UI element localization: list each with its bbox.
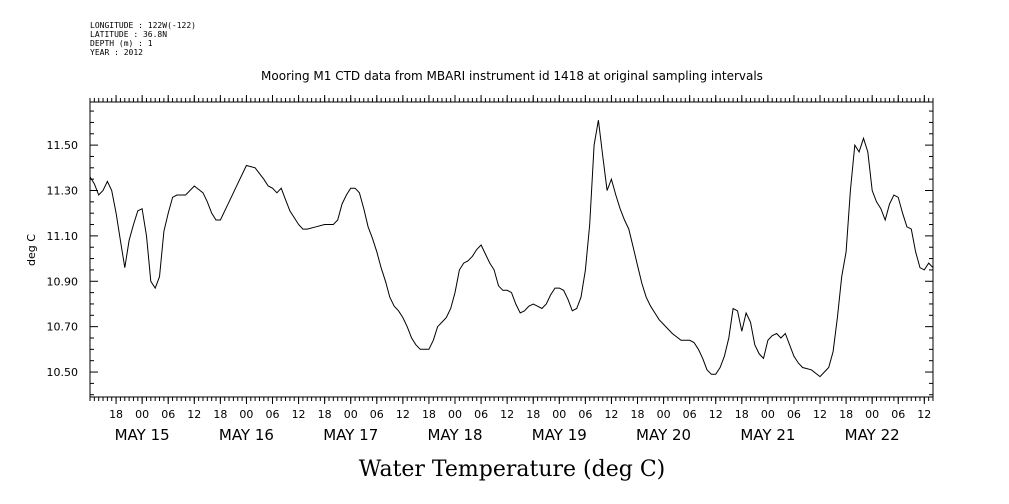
x-tick-label: 06 (683, 408, 697, 421)
day-label: MAY 22 (845, 426, 900, 444)
x-tick-label: 06 (370, 408, 384, 421)
x-tick-label: 00 (761, 408, 775, 421)
y-tick-label: 10.70 (47, 321, 79, 334)
x-tick-label: 00 (552, 408, 566, 421)
x-tick-label: 06 (474, 408, 488, 421)
x-tick-label: 12 (500, 408, 514, 421)
x-tick-label: 12 (709, 408, 723, 421)
x-tick-label: 06 (787, 408, 801, 421)
minor-ticks (89, 98, 934, 401)
longitude-label: LONGITUDE : 122W(-122) (90, 21, 196, 30)
y-tick-label: 11.50 (47, 139, 79, 152)
x-tick-label: 18 (109, 408, 123, 421)
year-label: YEAR : 2012 (90, 48, 143, 57)
x-tick-label: 12 (813, 408, 827, 421)
y-axis-label: deg C (25, 234, 38, 266)
temperature-series-line (89, 120, 934, 378)
day-label: MAY 15 (115, 426, 170, 444)
x-tick-label: 00 (448, 408, 462, 421)
x-tick-label: 18 (631, 408, 645, 421)
x-tick-label: 06 (578, 408, 592, 421)
x-axis-label: Water Temperature (deg C) (359, 457, 666, 482)
series-layer (89, 120, 934, 378)
x-tick-label: 18 (526, 408, 540, 421)
day-label: MAY 17 (323, 426, 378, 444)
x-tick-label: 12 (604, 408, 618, 421)
x-tick-label: 00 (239, 408, 253, 421)
y-tick-label: 11.10 (47, 230, 79, 243)
chart-title: Mooring M1 CTD data from MBARI instrumen… (261, 69, 763, 83)
x-tick-label: 12 (292, 408, 306, 421)
x-tick-label: 12 (396, 408, 410, 421)
y-tick-label: 10.90 (47, 275, 79, 288)
x-tick-label: 00 (865, 408, 879, 421)
x-axis: 18 00 06 12 18 00 06 12 18 00 06 12 18 00 06 12 18 00 06 12… (109, 95, 931, 444)
y-axis: 10.50 10.70 10.90 11.10 11.30 11.50 (47, 110, 933, 396)
x-tick-label: 18 (839, 408, 853, 421)
latitude-label: LATITUDE : 36.8N (90, 30, 168, 39)
x-tick-label: 18 (422, 408, 436, 421)
day-label: MAY 18 (427, 426, 482, 444)
metadata-block: LONGITUDE : 122W(-122) LATITUDE : 36.8N … (90, 21, 196, 57)
day-label: MAY 19 (532, 426, 587, 444)
x-tick-label: 06 (891, 408, 905, 421)
day-label: MAY 20 (636, 426, 691, 444)
x-tick-label: 06 (266, 408, 280, 421)
y-tick-label: 11.30 (47, 185, 79, 198)
depth-label: DEPTH (m) : 1 (90, 39, 153, 48)
x-tick-label: 00 (135, 408, 149, 421)
plot-frame (89, 101, 934, 398)
x-tick-label: 18 (318, 408, 332, 421)
x-tick-label: 00 (657, 408, 671, 421)
day-label: MAY 16 (219, 426, 274, 444)
day-label: MAY 21 (740, 426, 795, 444)
x-tick-label: 12 (917, 408, 931, 421)
x-tick-label: 18 (213, 408, 227, 421)
x-tick-label: 06 (161, 408, 175, 421)
x-tick-label: 18 (735, 408, 749, 421)
y-tick-label: 10.50 (47, 366, 79, 379)
x-tick-label: 12 (187, 408, 201, 421)
x-tick-label: 00 (344, 408, 358, 421)
